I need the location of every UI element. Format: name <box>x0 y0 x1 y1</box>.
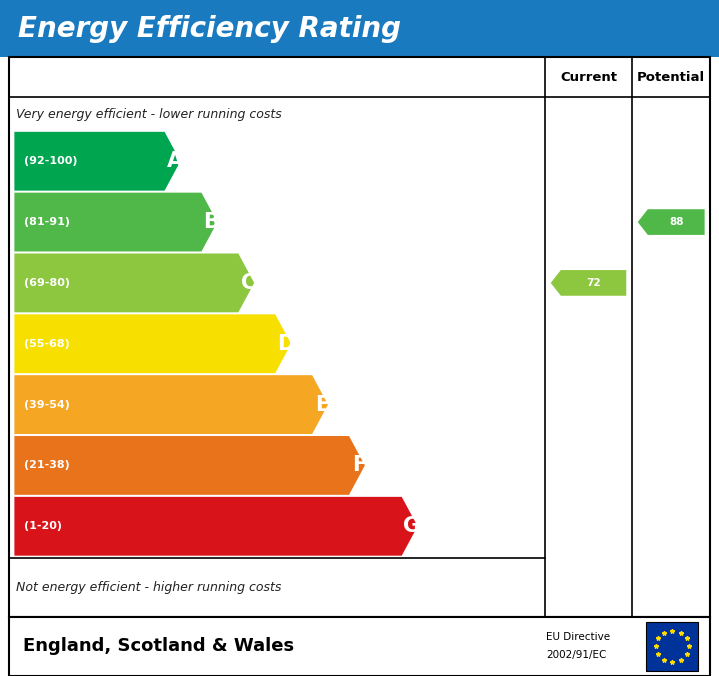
Polygon shape <box>14 375 328 434</box>
Text: D: D <box>277 334 294 354</box>
Polygon shape <box>551 270 626 296</box>
Text: (81-91): (81-91) <box>24 217 70 227</box>
Text: A: A <box>167 151 183 171</box>
Text: EU Directive: EU Directive <box>546 633 610 642</box>
Polygon shape <box>14 254 255 312</box>
Polygon shape <box>638 210 705 235</box>
Text: 72: 72 <box>586 278 601 288</box>
Bar <box>646 622 698 671</box>
Text: C: C <box>241 273 256 293</box>
Text: (55-68): (55-68) <box>24 339 70 349</box>
Text: (39-54): (39-54) <box>24 400 70 410</box>
Text: 2002/91/EC: 2002/91/EC <box>546 650 607 660</box>
Polygon shape <box>14 132 180 191</box>
Polygon shape <box>14 436 365 495</box>
Text: England, Scotland & Wales: England, Scotland & Wales <box>23 637 294 655</box>
Text: Potential: Potential <box>637 70 705 84</box>
Text: (92-100): (92-100) <box>24 156 77 166</box>
Text: (21-38): (21-38) <box>24 460 70 470</box>
Text: B: B <box>203 212 219 232</box>
Bar <box>9 57 710 617</box>
Text: 88: 88 <box>669 217 684 227</box>
Text: F: F <box>352 456 366 475</box>
Polygon shape <box>14 193 217 251</box>
Bar <box>9 617 710 676</box>
Text: (1-20): (1-20) <box>24 521 62 531</box>
Text: Not energy efficient - higher running costs: Not energy efficient - higher running co… <box>16 581 281 594</box>
Text: (69-80): (69-80) <box>24 278 70 288</box>
Text: Very energy efficient - lower running costs: Very energy efficient - lower running co… <box>16 107 282 121</box>
Text: Current: Current <box>560 70 617 84</box>
Bar <box>0 0 719 57</box>
Text: E: E <box>315 395 329 414</box>
Text: G: G <box>403 516 421 536</box>
Polygon shape <box>14 314 291 373</box>
Polygon shape <box>14 497 418 556</box>
Text: Energy Efficiency Rating: Energy Efficiency Rating <box>18 15 401 43</box>
